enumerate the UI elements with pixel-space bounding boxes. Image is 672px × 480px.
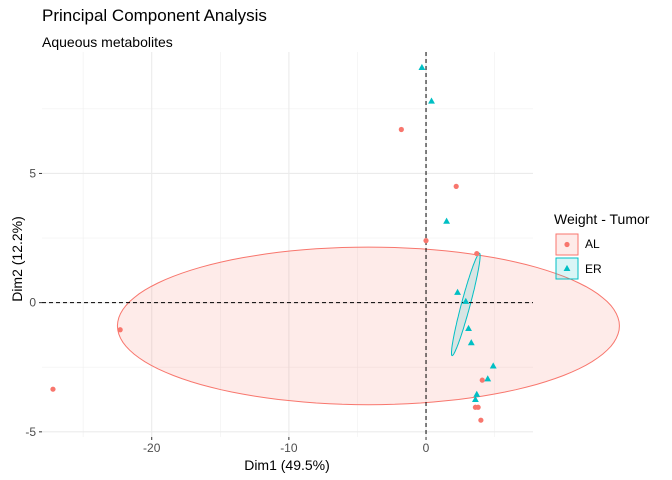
legend-label-er: ER [585, 262, 602, 276]
point-er [428, 97, 435, 104]
legend-keys [555, 233, 579, 280]
point-er [454, 288, 461, 295]
x-tick-label: -20 [143, 441, 161, 455]
confidence-ellipses [116, 246, 620, 406]
x-tick-label: -10 [280, 441, 298, 455]
point-er [473, 390, 481, 397]
ellipse-er [451, 252, 481, 357]
y-tick-label: 5 [29, 166, 36, 180]
reference-lines [42, 52, 533, 437]
y-tick-label: -5 [25, 425, 36, 439]
point-al [475, 404, 481, 410]
point-al [398, 126, 404, 133]
point-er [467, 339, 475, 346]
legend-title: Weight - Tumor [554, 211, 650, 227]
legend-label-al: AL [585, 237, 600, 251]
point-er [489, 362, 497, 369]
axis-ticks: -20 -10 0 -5 0 5 [25, 166, 429, 455]
point-al [423, 238, 429, 244]
point-er [471, 395, 479, 403]
point-er [418, 63, 426, 71]
point-er [465, 324, 472, 331]
y-axis-title: Dim2 (12.2%) [9, 216, 25, 302]
point-al [474, 250, 480, 257]
legend-marker-er [563, 264, 571, 272]
chart-title: Principal Component Analysis [42, 6, 267, 25]
chart-subtitle: Aqueous metabolites [42, 34, 173, 50]
ellipse-al [116, 246, 620, 406]
point-al [479, 377, 485, 383]
y-tick-label: 0 [29, 296, 36, 310]
point-er [462, 297, 470, 304]
point-er [484, 375, 492, 382]
data-points [50, 63, 497, 423]
point-al [117, 327, 123, 333]
point-al [453, 183, 459, 189]
x-tick-label: 0 [423, 441, 430, 455]
legend: Weight - Tumor AL ER [554, 211, 650, 280]
point-al [478, 417, 484, 423]
x-axis-title: Dim1 (49.5%) [244, 457, 330, 473]
point-al [50, 386, 56, 392]
point-er [443, 217, 451, 224]
legend-marker-al [564, 241, 570, 248]
